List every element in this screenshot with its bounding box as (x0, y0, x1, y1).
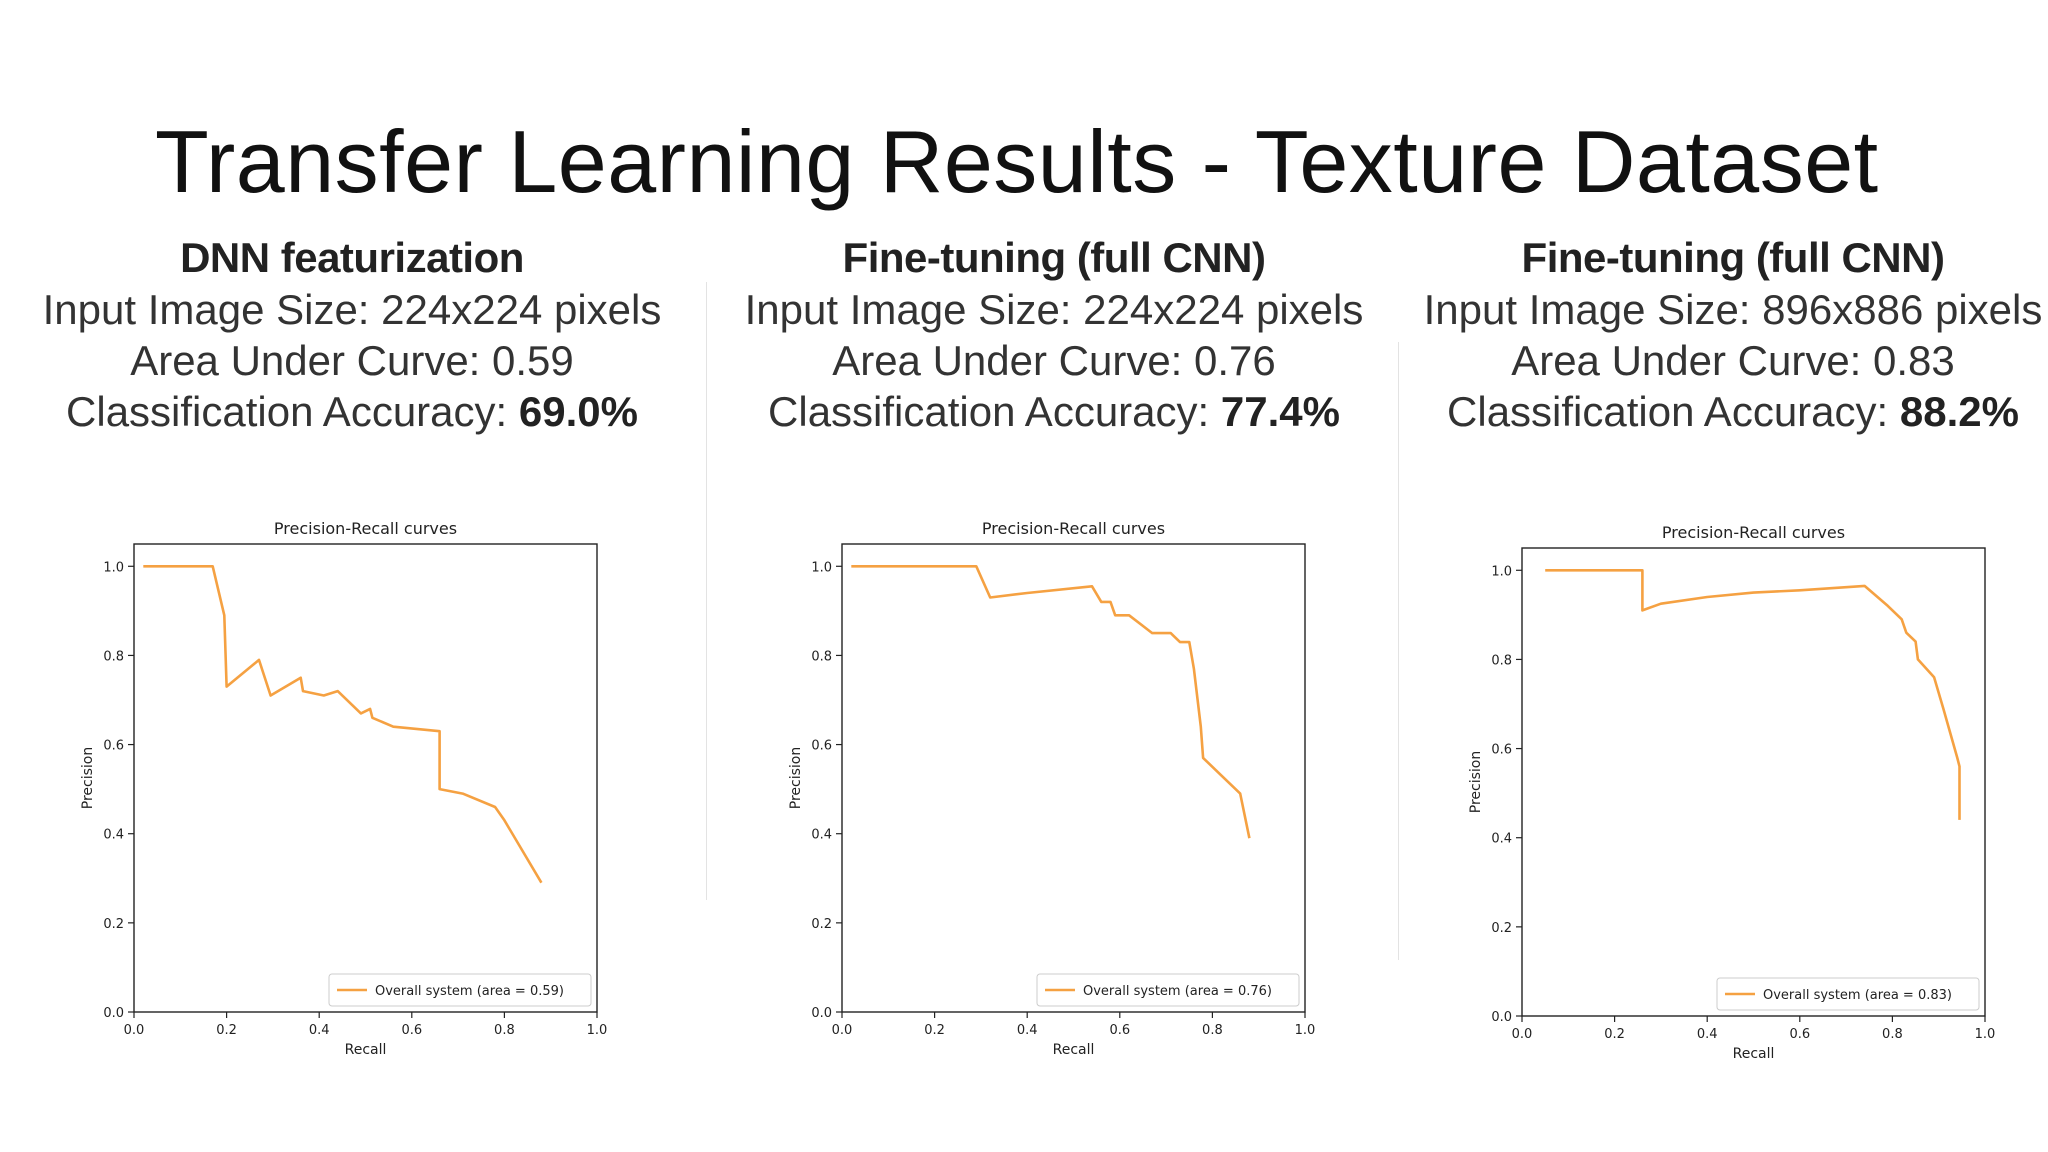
y-tick-label: 0.4 (1491, 832, 1512, 847)
x-tick-label: 0.4 (309, 1023, 330, 1038)
x-axis-label: Recall (345, 1042, 387, 1058)
x-tick-label: 0.8 (1882, 1027, 1903, 1042)
accuracy-value: 88.2% (1899, 388, 2019, 435)
x-tick-label: 1.0 (1295, 1023, 1316, 1038)
panel-heading: Fine-tuning (full CNN) (1521, 234, 1945, 281)
panel-heading: DNN featurization (180, 234, 524, 281)
column-divider (1398, 342, 1399, 960)
accuracy-text: Classification Accuracy: 77.4% (704, 386, 1404, 437)
x-tick-label: 0.2 (1604, 1027, 1625, 1042)
pr-curve-chart-finetune-896: Precision-Recall curves 0.0 0.2 0.4 0.6 0.8 1.… (1468, 523, 1996, 1062)
y-axis-label: Precision (788, 747, 804, 809)
y-tick-label: 0.2 (811, 917, 832, 932)
y-tick-label: 0.8 (103, 649, 124, 664)
auc-text: Area Under Curve: 0.76 (832, 337, 1276, 384)
input-size-text: Input Image Size: 224x224 pixels (42, 286, 662, 333)
x-tick-label: 1.0 (587, 1023, 608, 1038)
y-tick-label: 0.6 (103, 739, 124, 754)
y-tick-label: 0.4 (103, 828, 124, 843)
y-tick-label: 1.0 (1491, 564, 1512, 579)
y-tick-label: 0.6 (811, 739, 832, 754)
x-tick-label: 0.8 (1202, 1023, 1223, 1038)
legend-box (328, 973, 592, 1007)
accuracy-text: Classification Accuracy: 69.0% (2, 386, 702, 437)
pr-curve-line (851, 564, 1251, 839)
panel-fine-tuning-896: Fine-tuning (full CNN) Input Image Size:… (1383, 232, 2048, 437)
slide-title: Transfer Learning Results - Texture Data… (155, 112, 1879, 211)
x-tick-label: 0.2 (924, 1023, 945, 1038)
plot-frame (1521, 547, 1986, 1017)
auc-text: Area Under Curve: 0.59 (130, 337, 574, 384)
x-tick-label: 1.0 (1975, 1027, 1996, 1042)
x-tick-label: 0.6 (1789, 1027, 1810, 1042)
panel-fine-tuning-224: Fine-tuning (full CNN) Input Image Size:… (704, 232, 1404, 437)
panel-heading: Fine-tuning (full CNN) (842, 234, 1266, 281)
plot-frame (133, 543, 598, 1013)
legend-box (1716, 977, 1980, 1011)
x-tick-label: 0.6 (401, 1023, 422, 1038)
accuracy-label: Classification Accuracy: (66, 388, 519, 435)
y-tick-label: 0.6 (1491, 743, 1512, 758)
input-size-text: Input Image Size: 224x224 pixels (744, 286, 1364, 333)
accuracy-text: Classification Accuracy: 88.2% (1383, 386, 2048, 437)
accuracy-value: 77.4% (1220, 388, 1340, 435)
x-tick-label: 0.8 (494, 1023, 515, 1038)
x-axis-label: Recall (1053, 1042, 1095, 1058)
y-tick-label: 0.8 (1491, 653, 1512, 668)
accuracy-value: 69.0% (518, 388, 638, 435)
x-tick-label: 0.2 (216, 1023, 237, 1038)
x-axis-label: Recall (1733, 1046, 1775, 1062)
y-tick-label: 1.0 (103, 560, 124, 575)
y-axis-label: Precision (1468, 751, 1484, 813)
y-tick-label: 0.0 (1491, 1010, 1512, 1025)
y-tick-label: 0.4 (811, 828, 832, 843)
plot-frame (841, 543, 1306, 1013)
pr-curve-chart-finetune-224: Precision-Recall curves 0.0 0.2 0.4 0.6 0.8 1.… (788, 519, 1316, 1058)
y-tick-label: 0.8 (811, 649, 832, 664)
legend-label: Overall system (area = 0.59) (375, 984, 564, 999)
accuracy-label: Classification Accuracy: (1447, 388, 1900, 435)
input-size-text: Input Image Size: 896x886 pixels (1423, 286, 2043, 333)
accuracy-label: Classification Accuracy: (768, 388, 1221, 435)
x-tick-label: 0.0 (832, 1023, 853, 1038)
legend-box (1036, 973, 1300, 1007)
x-tick-label: 0.4 (1017, 1023, 1038, 1038)
x-tick-label: 0.0 (124, 1023, 145, 1038)
chart-title: Precision-Recall curves (982, 519, 1165, 538)
y-axis-label: Precision (80, 747, 96, 809)
y-tick-label: 0.2 (103, 917, 124, 932)
legend-label: Overall system (area = 0.83) (1763, 988, 1952, 1003)
pr-curve-line (143, 564, 543, 884)
legend-label: Overall system (area = 0.76) (1083, 984, 1272, 999)
y-tick-label: 1.0 (811, 560, 832, 575)
auc-text: Area Under Curve: 0.83 (1511, 337, 1955, 384)
y-tick-label: 0.0 (811, 1006, 832, 1021)
column-divider (706, 282, 707, 900)
y-tick-label: 0.0 (103, 1006, 124, 1021)
y-tick-label: 0.2 (1491, 921, 1512, 936)
chart-title: Precision-Recall curves (274, 519, 457, 538)
pr-curve-line (1545, 568, 1961, 820)
panel-dnn-featurization: DNN featurization Input Image Size: 224x… (2, 232, 702, 437)
x-tick-label: 0.6 (1109, 1023, 1130, 1038)
x-tick-label: 0.4 (1697, 1027, 1718, 1042)
pr-curve-chart-dnn: Precision-Recall curves 0.0 0.2 0.4 0.6 0.8 1.… (80, 519, 608, 1058)
chart-title: Precision-Recall curves (1662, 523, 1845, 542)
x-tick-label: 0.0 (1512, 1027, 1533, 1042)
